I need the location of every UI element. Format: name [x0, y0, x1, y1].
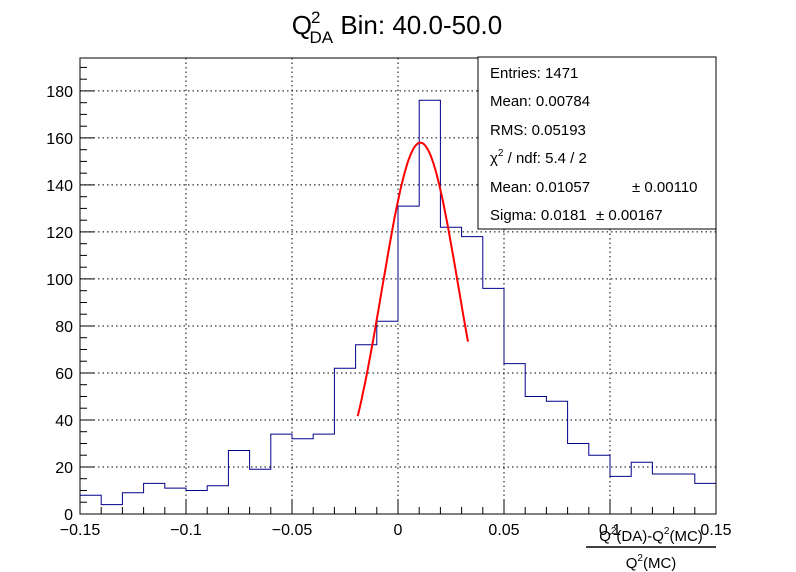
chart-title-rest: Bin: 40.0-50.0 [333, 10, 502, 40]
stats-fit-mean: Mean: 0.01057 [490, 179, 590, 196]
chart-title-sub: DA [309, 28, 333, 47]
xlabel-num-2: (DA)-Q [616, 528, 664, 545]
y-axis-ticks: 0 20 40 60 80 100 120 140 160 180 [46, 66, 94, 524]
y-tick-label-0: 0 [64, 507, 73, 524]
xlabel-num-0: Q [599, 528, 611, 545]
stats-fit-sigma-error: ± 0.00167 [596, 207, 663, 224]
y-tick-label-7: 140 [46, 178, 73, 195]
stats-box: Entries: 1471 Mean: 0.00784 RMS: 0.05193… [477, 56, 717, 230]
xlabel-num-3: 2 [664, 526, 670, 537]
stats-chi2-rest: / ndf: 5.4 / 2 [503, 150, 586, 167]
histogram-bars [80, 99, 717, 506]
y-tick-label-6: 120 [46, 225, 73, 242]
x-axis-title-numerator: Q2(DA)-Q2(MC) [599, 526, 703, 545]
xlabel-den-1: 2 [637, 553, 643, 564]
stats-chi2-sup: 2 [498, 148, 504, 159]
x-tick-label-1: −0.1 [170, 522, 202, 539]
chart-title-q: Q [292, 10, 312, 40]
stats-box-frame [477, 56, 717, 230]
x-axis-title-denominator: Q2(MC) [626, 553, 677, 572]
gaussian-fit-curve [356, 141, 469, 417]
stats-chi2: χ2 / ndf: 5.4 / 2 [490, 148, 587, 167]
xlabel-num-4: (MC) [669, 528, 702, 545]
y-tick-label-9: 180 [46, 84, 73, 101]
x-tick-label-5: 0.1 [599, 522, 621, 539]
x-tick-label-3: 0 [394, 522, 403, 539]
stats-chi2-symbol: χ [490, 150, 498, 167]
stats-fit-sigma: Sigma: 0.0181 [490, 207, 587, 224]
x-tick-label-4: 0.05 [488, 522, 519, 539]
x-axis-ticks: −0.15 −0.1 −0.05 0 0.05 0.1 0.15 [60, 500, 732, 539]
xlabel-num-1: 2 [611, 526, 617, 537]
stats-mean: Mean: 0.00784 [490, 93, 590, 110]
xlabel-den-2: (MC) [643, 555, 676, 572]
y-tick-label-4: 80 [55, 319, 73, 336]
chart-title: Q2 DA Bin: 40.0-50.0 [292, 8, 502, 47]
y-tick-label-8: 160 [46, 131, 73, 148]
chart-title-sup: 2 [311, 8, 320, 27]
stats-fit-mean-error: ± 0.00110 [632, 179, 698, 196]
x-axis-title: Q2(DA)-Q2(MC) Q2(MC) [586, 526, 716, 572]
y-tick-label-5: 100 [46, 272, 73, 289]
x-tick-label-2: −0.05 [272, 522, 313, 539]
xlabel-den-0: Q [626, 555, 638, 572]
x-tick-label-0: −0.15 [60, 522, 101, 539]
stats-entries: Entries: 1471 [490, 65, 578, 82]
stats-rms: RMS: 0.05193 [490, 122, 586, 139]
y-tick-label-2: 40 [55, 413, 73, 430]
y-tick-label-3: 60 [55, 366, 73, 383]
x-tick-label-6: 0.15 [700, 522, 731, 539]
y-tick-label-1: 20 [55, 460, 73, 477]
